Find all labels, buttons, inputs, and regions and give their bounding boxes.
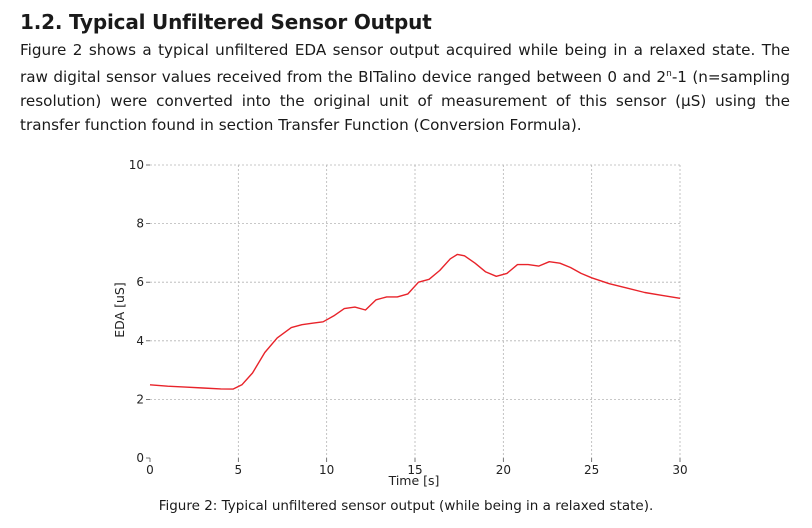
x-tick-label: 20 — [496, 463, 511, 477]
y-tick-label: 6 — [136, 275, 144, 289]
figure-caption: Figure 2: Typical unfiltered sensor outp… — [158, 498, 654, 514]
axes: 0 5 10 15 20 25 30 0 2 4 6 8 10 — [129, 158, 688, 477]
y-tick-label: 0 — [136, 451, 144, 465]
x-axis-label: Time [s] — [388, 473, 440, 488]
x-tick-label: 30 — [672, 463, 687, 477]
x-tick-label: 5 — [235, 463, 243, 477]
x-tick-label: 15 — [407, 463, 422, 477]
y-tick-label: 8 — [136, 217, 144, 231]
body-paragraph: Figure 2 shows a typical unfiltered EDA … — [20, 38, 790, 137]
paragraph-start: Figure 2 shows a typical unfiltered EDA … — [20, 41, 790, 86]
x-tick-label: 25 — [584, 463, 599, 477]
paragraph-end: -1 (n=sampling resolution) were converte… — [20, 68, 791, 134]
x-tick-label: 0 — [146, 463, 154, 477]
x-tick-label: 10 — [319, 463, 334, 477]
y-tick-label: 4 — [136, 334, 144, 348]
y-tick-label: 10 — [129, 158, 144, 172]
series-layer — [149, 253, 681, 390]
paragraph-superscript: n — [666, 69, 672, 79]
section-heading: 1.2. Typical Unfiltered Sensor Output — [20, 10, 432, 34]
eda-series-line — [149, 253, 681, 390]
y-axis-label: EDA [uS] — [112, 282, 127, 337]
y-tick-label: 2 — [136, 392, 144, 406]
grid — [150, 164, 681, 458]
